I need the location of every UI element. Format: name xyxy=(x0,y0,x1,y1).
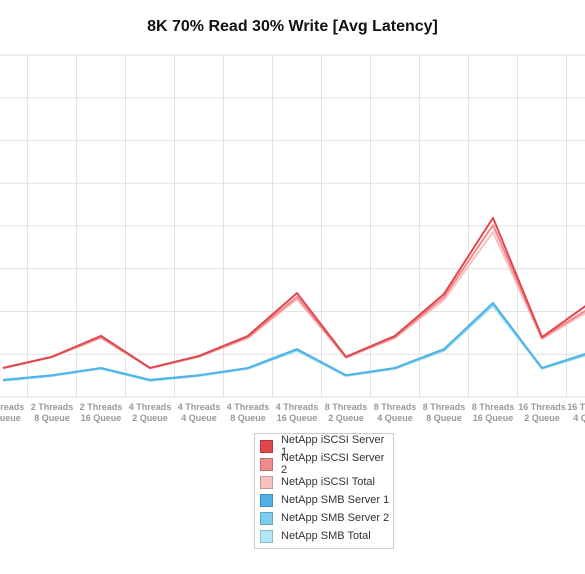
x-tick-label: 2 Threads 8 Queue xyxy=(30,402,74,423)
legend-label: NetApp SMB Server 2 xyxy=(281,512,390,524)
x-tick-label: 4 Threads 16 Queue xyxy=(275,402,319,423)
legend-swatch xyxy=(260,511,273,525)
legend-swatch xyxy=(260,493,273,507)
legend-item: NetApp SMB Total xyxy=(255,527,393,545)
x-tick-label: 16 Threads 4 Queue xyxy=(567,402,585,423)
chart-title: 8K 70% Read 30% Write [Avg Latency] xyxy=(147,18,438,35)
legend-label: NetApp SMB Server 1 xyxy=(281,494,390,506)
x-tick-label: 8 Threads 8 Queue xyxy=(422,402,466,423)
series-line xyxy=(2,216,585,369)
x-tick-label: 4 Threads 8 Queue xyxy=(226,402,270,423)
series-line xyxy=(2,224,585,369)
legend-swatch xyxy=(260,475,273,489)
legend-swatch xyxy=(260,457,273,471)
legend-swatch xyxy=(260,529,273,543)
x-tick-label: 8 Threads 16 Queue xyxy=(471,402,515,423)
x-tick-label: 2 Threads 4 Queue xyxy=(0,402,25,423)
x-tick-label: 2 Threads 16 Queue xyxy=(79,402,123,423)
legend-item: NetApp iSCSI Server 2 xyxy=(255,452,393,476)
x-tick-label: 4 Threads 2 Queue xyxy=(128,402,172,423)
x-tick-label: 16 Threads 2 Queue xyxy=(518,402,566,423)
legend-item: NetApp iSCSI Server 1 xyxy=(255,434,393,458)
legend-label: NetApp SMB Total xyxy=(281,530,371,542)
legend-item: NetApp iSCSI Total xyxy=(255,473,393,491)
legend-label: NetApp iSCSI Server 2 xyxy=(280,452,385,476)
x-tick-label: 4 Threads 4 Queue xyxy=(177,402,221,423)
legend-label: NetApp iSCSI Server 1 xyxy=(280,434,385,458)
legend-label: NetApp iSCSI Total xyxy=(281,476,375,488)
legend-item: NetApp SMB Server 1 xyxy=(255,491,393,509)
legend-item: NetApp SMB Server 2 xyxy=(255,509,393,527)
series-line xyxy=(2,301,585,381)
legend-swatch xyxy=(260,439,273,453)
x-tick-label: 8 Threads 2 Queue xyxy=(324,402,368,423)
legend: NetApp iSCSI Server 1 NetApp iSCSI Server… xyxy=(254,433,394,549)
x-tick-label: 8 Threads 4 Queue xyxy=(373,402,417,423)
